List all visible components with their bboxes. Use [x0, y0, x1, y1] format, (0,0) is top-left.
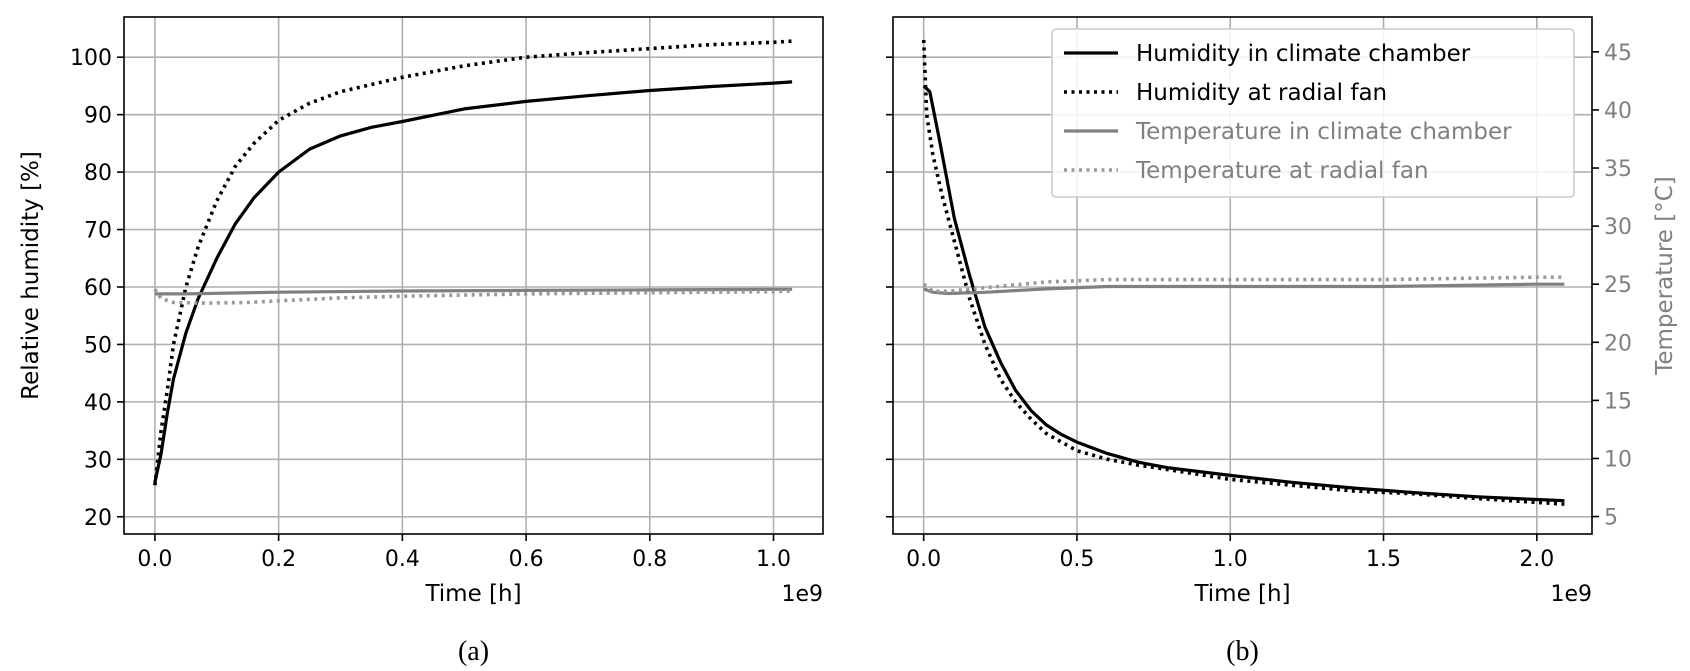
series-line: [153, 39, 793, 486]
y-tick-label-right: 10: [1604, 447, 1632, 472]
series-line: [921, 39, 1565, 506]
panel-caption: (b): [1226, 636, 1259, 667]
x-tick-label: 1.0: [756, 547, 791, 572]
y-tick-label-right: 45: [1604, 41, 1632, 66]
x-tick-label: 0.0: [906, 547, 941, 572]
legend-box: [1051, 28, 1575, 198]
y-tick-label: 100: [70, 46, 112, 71]
x-tick-label: 1.5: [1366, 547, 1401, 572]
series-line: [153, 80, 793, 483]
y-tick-label: 70: [84, 219, 112, 244]
legend: Humidity in climate chamber Humidity at r…: [1051, 28, 1575, 198]
x-offset-label: 1e9: [1550, 582, 1592, 607]
x-tick-label: 0.4: [385, 547, 420, 572]
x-axis-label: Time [h]: [1193, 581, 1290, 607]
y-tick-label-right: 35: [1604, 157, 1632, 182]
plot-frame: [892, 16, 1593, 535]
legend-label: Humidity in climate chamber: [1136, 41, 1471, 67]
x-tick-label: 2.0: [1519, 547, 1554, 572]
x-axis-label: Time [h]: [424, 581, 521, 607]
x-tick-label: 0.2: [261, 547, 296, 572]
x-tick-label: 0.8: [632, 547, 667, 572]
x-tick-label: 0.5: [1059, 547, 1094, 572]
y-tick-label: 20: [84, 506, 112, 531]
legend-label: Temperature at radial fan: [1135, 158, 1429, 184]
y-tick-label-right: 5: [1604, 506, 1618, 531]
y-axis-label: Relative humidity [%]: [18, 151, 44, 400]
y-tick-label-right: 15: [1604, 389, 1632, 414]
x-offset-label: 1e9: [781, 582, 823, 607]
y-tick-label-right: 40: [1604, 99, 1632, 124]
y-tick-label-right: 25: [1604, 273, 1632, 298]
series-line: [922, 84, 1565, 503]
panel-a: 0.0 0.2 0.4 0.6 0.8 1.0 20 30 40 50 60 70 80 90 100 Tim…: [18, 16, 824, 667]
panel-caption: (a): [458, 636, 489, 667]
y-tick-label: 40: [84, 391, 112, 416]
panel-b: 0.0 0.5 1.0 1.5 2.0 5 10 15 20 25 30 35 40 45 Time [h]…: [886, 16, 1678, 667]
x-tick-label: 0.0: [137, 547, 172, 572]
y-tick-label-right: 20: [1604, 331, 1632, 356]
legend-label: Humidity at radial fan: [1136, 80, 1387, 106]
x-tick-label: 0.6: [509, 547, 544, 572]
y-tick-label-right: 30: [1604, 215, 1632, 240]
plot-frame: [123, 16, 824, 535]
series-line: [154, 287, 793, 296]
y-tick-label: 60: [84, 276, 112, 301]
y-tick-label: 90: [84, 104, 112, 129]
y-tick-label: 50: [84, 333, 112, 358]
y-tick-label: 80: [84, 161, 112, 186]
y-tick-label: 30: [84, 448, 112, 473]
y-axis-label-right: Temperature [°C]: [1652, 176, 1678, 376]
series-line: [923, 282, 1565, 296]
x-tick-label: 1.0: [1213, 547, 1248, 572]
series-line: [153, 288, 793, 305]
legend-label: Temperature in climate chamber: [1135, 119, 1512, 145]
